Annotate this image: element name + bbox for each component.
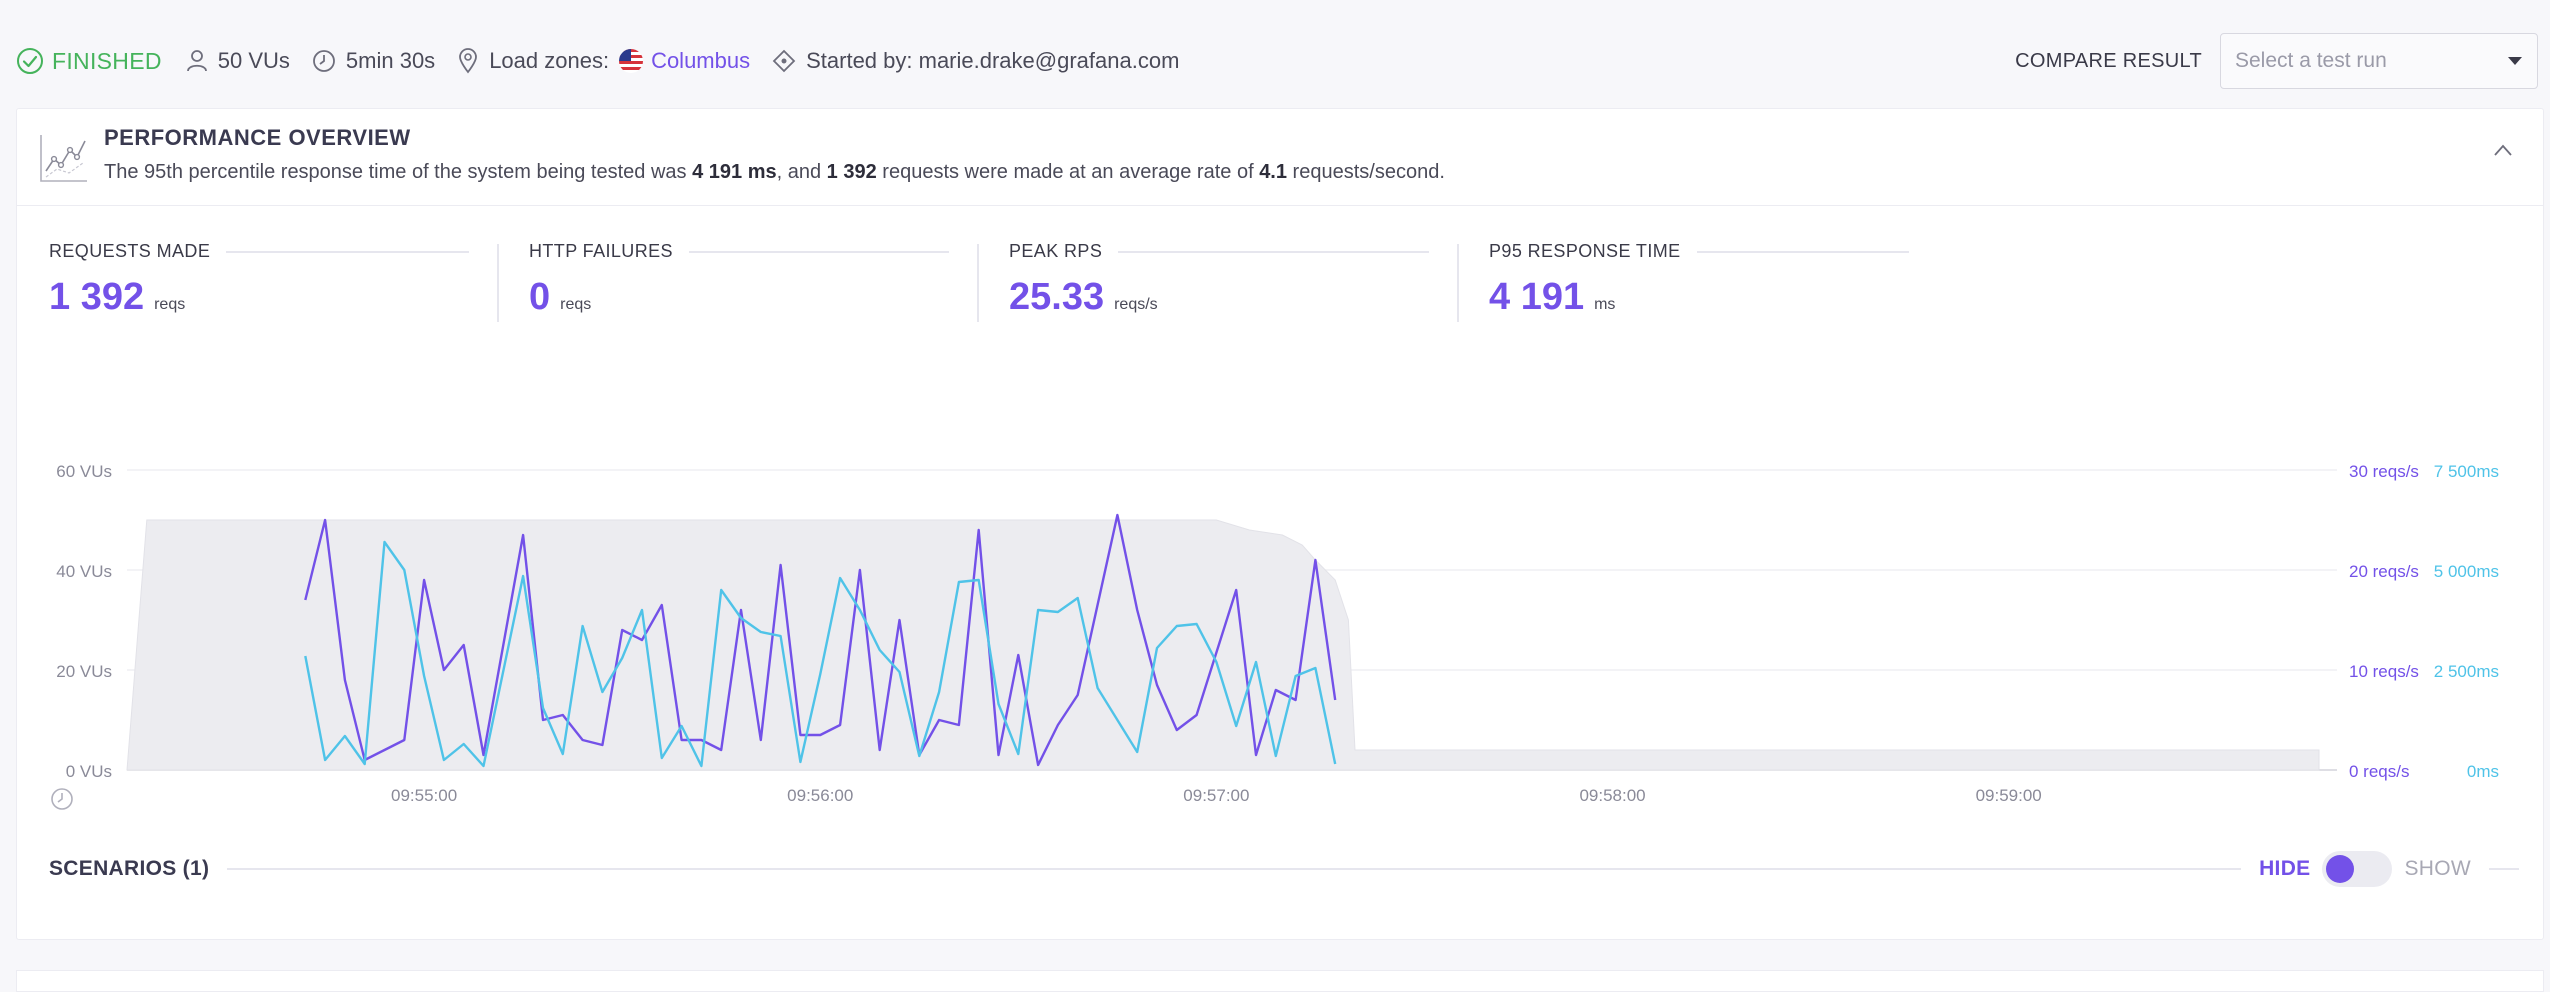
compare-result-label: COMPARE RESULT bbox=[2015, 49, 2202, 72]
compare-result: COMPARE RESULT Select a test run bbox=[2015, 33, 2538, 89]
scenarios-title: SCENARIOS (1) bbox=[49, 857, 210, 880]
vus-value: 50 VUs bbox=[217, 48, 290, 73]
location-pin-icon bbox=[457, 48, 479, 74]
clock-icon bbox=[51, 788, 73, 810]
chart-trend-icon bbox=[40, 135, 87, 182]
x-axis-tick-label: 09:56:00 bbox=[787, 786, 853, 805]
ms-axis-tick-label: 0ms bbox=[2467, 762, 2499, 781]
performance-overview-card: PERFORMANCE OVERVIEW The 95th percentile… bbox=[16, 108, 2544, 940]
summary-text: requests were made at an average rate of bbox=[876, 161, 1260, 183]
x-axis-tick-label: 09:58:00 bbox=[1579, 786, 1645, 805]
y-axis-tick-label: 0 VUs bbox=[66, 762, 112, 781]
ms-axis-tick-label: 5 000ms bbox=[2434, 562, 2499, 581]
ms-axis-tick-label: 2 500ms bbox=[2434, 662, 2499, 681]
started-by-meta: Started by: marie.drake@grafana.com bbox=[772, 48, 1179, 74]
divider bbox=[227, 868, 2242, 870]
performance-overview-header[interactable]: PERFORMANCE OVERVIEW The 95th percentile… bbox=[17, 109, 2543, 206]
clock-icon-face bbox=[51, 788, 73, 810]
duration-meta: 5min 30s bbox=[312, 48, 435, 74]
performance-chart[interactable]: 60 VUs 40 VUs 20 VUs 0 VUs 30 reqs/s 20 reqs/… bbox=[17, 109, 2543, 829]
stat-unit: reqs bbox=[154, 296, 186, 313]
test-summary-bar: FINISHED 50 VUs 5min 30s Load zones: Col… bbox=[0, 0, 2550, 122]
toggle-knob bbox=[2326, 855, 2355, 883]
y-axis-tick-label: 60 VUs bbox=[56, 462, 112, 481]
response-time-line bbox=[304, 540, 1337, 768]
stat-requests-made: REQUESTS MADE 1 392 reqs bbox=[49, 241, 469, 319]
stat-http-failures: HTTP FAILURES 0 reqs bbox=[529, 241, 949, 319]
test-run-select-placeholder: Select a test run bbox=[2235, 49, 2387, 72]
summary-p95: 4 191 ms bbox=[692, 161, 777, 183]
stat-label: REQUESTS MADE bbox=[49, 241, 211, 261]
vus-area bbox=[126, 519, 2320, 771]
load-zones-label: Load zones: bbox=[489, 48, 610, 73]
status-badge: FINISHED bbox=[16, 47, 162, 75]
y-axis-tick-label: 20 VUs bbox=[56, 662, 112, 681]
rps-axis-tick-label: 0 reqs/s bbox=[2349, 762, 2409, 781]
stat-value: 4 191 bbox=[1489, 276, 1585, 318]
x-axis-tick-label: 09:59:00 bbox=[1976, 786, 2042, 805]
stat-peak-rps: PEAK RPS 25.33 reqs/s bbox=[1009, 241, 1429, 319]
performance-overview-title: PERFORMANCE OVERVIEW bbox=[104, 125, 411, 150]
stat-unit: reqs bbox=[560, 296, 592, 313]
x-axis-tick-label: 09:55:00 bbox=[391, 786, 457, 805]
stat-label: PEAK RPS bbox=[1009, 241, 1103, 261]
scenarios-toggle[interactable] bbox=[2322, 851, 2393, 887]
status-label: FINISHED bbox=[52, 47, 162, 74]
test-run-select[interactable]: Select a test run bbox=[2220, 33, 2538, 89]
x-axis-tick-label: 09:57:00 bbox=[1183, 786, 1249, 805]
us-flag-icon bbox=[619, 49, 644, 73]
rps-axis-tick-label: 10 reqs/s bbox=[2349, 662, 2419, 681]
stat-divider bbox=[977, 244, 979, 322]
stat-label: P95 RESPONSE TIME bbox=[1489, 241, 1681, 261]
check-circle-icon bbox=[17, 48, 43, 74]
diamond-icon bbox=[772, 49, 796, 73]
performance-overview-summary: The 95th percentile response time of the… bbox=[104, 161, 1445, 184]
show-label[interactable]: SHOW bbox=[2404, 857, 2471, 880]
load-zones-meta: Load zones: Columbus bbox=[457, 48, 750, 74]
summary-requests: 1 392 bbox=[826, 161, 877, 183]
stat-value: 0 bbox=[529, 276, 551, 318]
clock-icon bbox=[312, 49, 336, 73]
test-meta: FINISHED 50 VUs 5min 30s Load zones: Col… bbox=[0, 0, 1201, 122]
summary-text: , and bbox=[776, 161, 827, 183]
clock-icon-hands bbox=[57, 793, 63, 803]
stat-divider bbox=[1457, 244, 1459, 322]
summary-text: requests/second. bbox=[1287, 161, 1445, 183]
scenarios-row: SCENARIOS (1) HIDE SHOW bbox=[49, 849, 2519, 889]
summary-text: The 95th percentile response time of the… bbox=[104, 161, 693, 183]
summary-rate: 4.1 bbox=[1259, 161, 1287, 183]
divider bbox=[2489, 868, 2519, 870]
vus-meta: 50 VUs bbox=[186, 48, 290, 74]
user-icon bbox=[186, 49, 208, 73]
stat-unit: reqs/s bbox=[1114, 296, 1158, 313]
stat-p95-response-time: P95 RESPONSE TIME 4 191 ms bbox=[1489, 241, 1909, 319]
stat-value: 1 392 bbox=[49, 276, 145, 318]
stat-value: 25.33 bbox=[1009, 276, 1105, 318]
y-axis-tick-label: 40 VUs bbox=[56, 562, 112, 581]
rps-axis-tick-label: 30 reqs/s bbox=[2349, 462, 2419, 481]
rps-axis-tick-label: 20 reqs/s bbox=[2349, 562, 2419, 581]
stat-label: HTTP FAILURES bbox=[529, 241, 673, 261]
started-by-value: Started by: marie.drake@grafana.com bbox=[806, 48, 1180, 73]
chevron-up-icon[interactable] bbox=[2493, 143, 2513, 157]
hide-label[interactable]: HIDE bbox=[2259, 857, 2311, 880]
stat-unit: ms bbox=[1594, 296, 1616, 313]
ms-axis-tick-label: 7 500ms bbox=[2434, 462, 2499, 481]
load-zone-link[interactable]: Columbus bbox=[651, 48, 751, 73]
stat-divider bbox=[497, 244, 499, 322]
caret-down-icon bbox=[2508, 57, 2522, 65]
duration-value: 5min 30s bbox=[345, 48, 436, 73]
next-card bbox=[16, 970, 2544, 992]
request-rate-line bbox=[304, 513, 1337, 767]
